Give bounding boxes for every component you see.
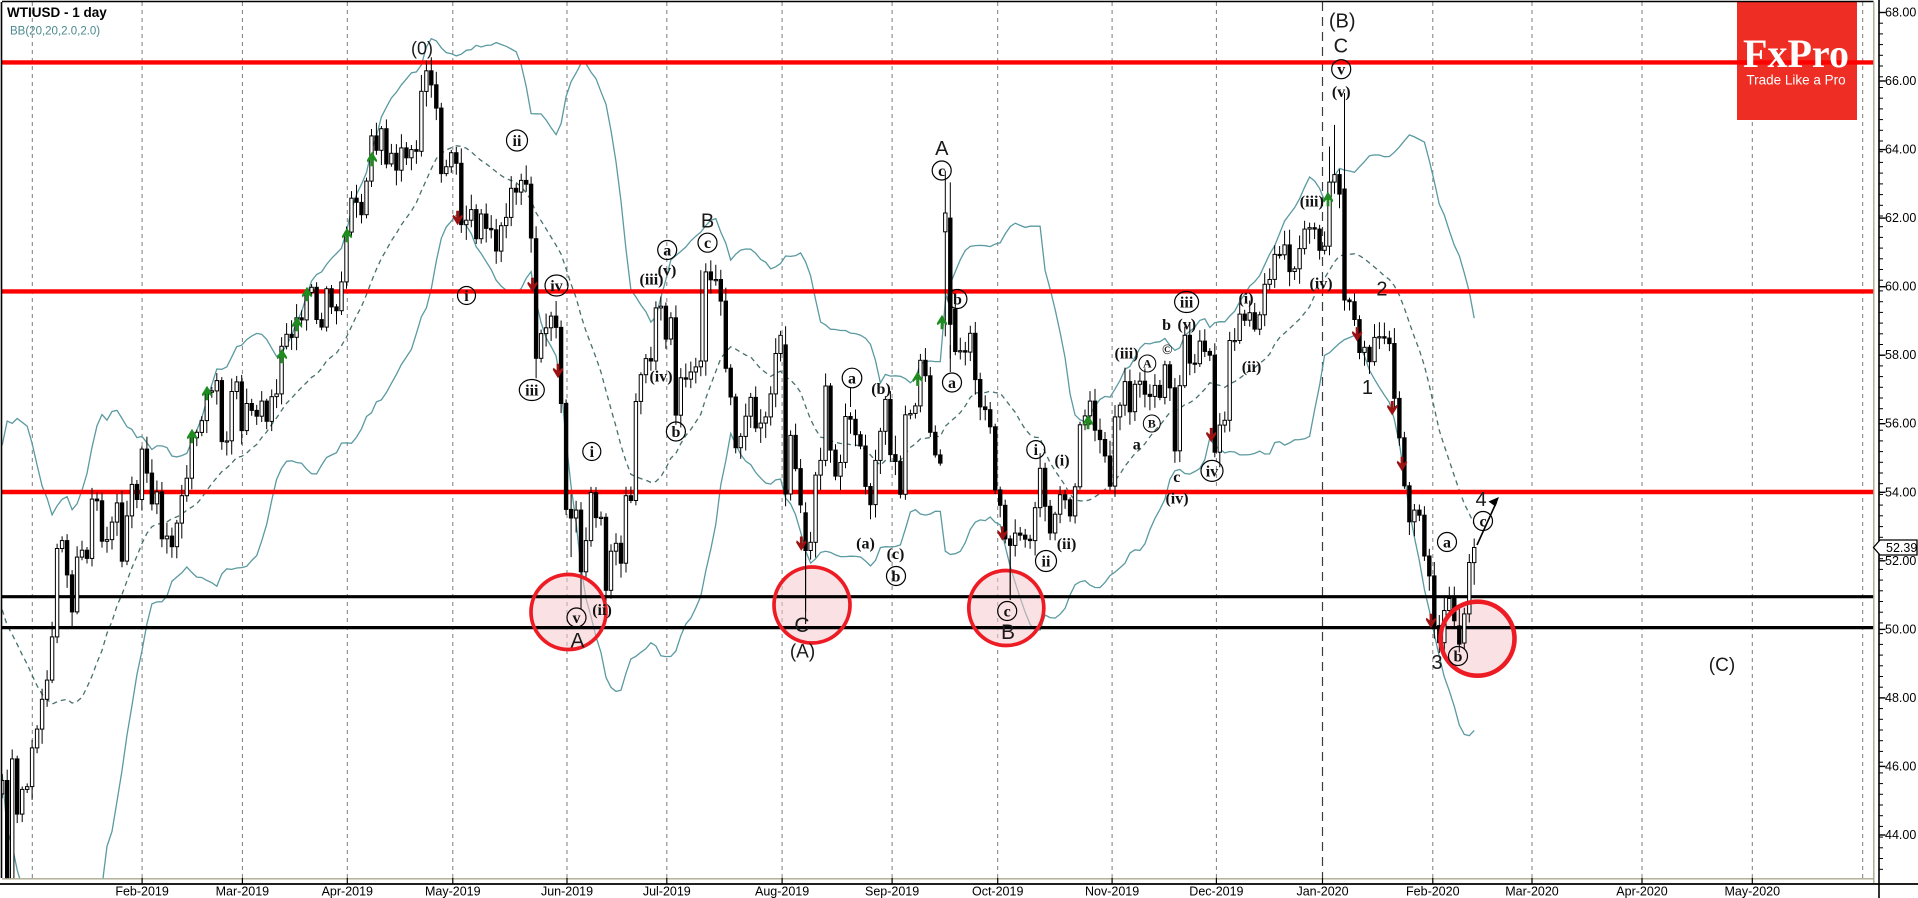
svg-text:(v): (v) (1177, 316, 1196, 333)
svg-text:a: a (663, 242, 671, 259)
svg-text:56.00: 56.00 (1885, 417, 1916, 431)
svg-text:ii: ii (513, 133, 522, 150)
svg-text:A: A (1143, 357, 1152, 371)
svg-text:b: b (1162, 317, 1171, 334)
svg-text:B: B (1001, 621, 1015, 644)
svg-text:May-2019: May-2019 (425, 885, 481, 898)
svg-text:62.00: 62.00 (1885, 211, 1916, 225)
svg-text:Feb-2020: Feb-2020 (1406, 885, 1460, 898)
svg-text:48.00: 48.00 (1885, 691, 1916, 705)
svg-text:(v): (v) (1332, 84, 1351, 101)
svg-text:Apr-2020: Apr-2020 (1616, 885, 1667, 898)
svg-text:Apr-2019: Apr-2019 (322, 885, 373, 898)
svg-text:(iv): (iv) (1310, 275, 1333, 292)
svg-text:Mar-2020: Mar-2020 (1505, 885, 1559, 898)
svg-text:50.00: 50.00 (1885, 622, 1916, 636)
svg-text:iii: iii (1180, 294, 1194, 311)
svg-text:a: a (948, 375, 956, 392)
svg-text:b: b (953, 291, 962, 308)
svg-text:B: B (1148, 417, 1156, 431)
svg-text:3: 3 (1431, 652, 1442, 674)
svg-text:ii: ii (1042, 553, 1051, 570)
svg-text:(v): (v) (658, 262, 677, 279)
svg-text:iv: iv (550, 278, 562, 295)
svg-text:C: C (794, 614, 809, 637)
svg-text:May-2020: May-2020 (1725, 885, 1781, 898)
svg-text:Jul-2019: Jul-2019 (643, 885, 691, 898)
svg-text:iii: iii (525, 382, 539, 399)
svg-text:a: a (1133, 436, 1141, 453)
svg-text:a: a (848, 370, 856, 387)
svg-text:(0): (0) (411, 39, 433, 59)
svg-text:60.00: 60.00 (1885, 280, 1916, 294)
svg-text:44.00: 44.00 (1885, 828, 1916, 842)
svg-text:b: b (1454, 648, 1463, 665)
svg-text:(A): (A) (790, 641, 815, 662)
svg-text:(ii): (ii) (1242, 359, 1262, 376)
svg-text:Aug-2019: Aug-2019 (755, 885, 809, 898)
svg-text:c: c (1479, 513, 1486, 530)
svg-text:Mar-2019: Mar-2019 (216, 885, 270, 898)
svg-text:i: i (464, 288, 469, 305)
svg-text:i: i (590, 444, 595, 461)
svg-text:Nov-2019: Nov-2019 (1085, 885, 1139, 898)
svg-text:iv: iv (1206, 463, 1218, 480)
svg-text:54.00: 54.00 (1885, 485, 1916, 499)
svg-text:(iv): (iv) (1165, 490, 1188, 507)
svg-text:BB(20,20,2.0,2.0): BB(20,20,2.0,2.0) (10, 26, 100, 38)
svg-text:2: 2 (1376, 279, 1387, 301)
svg-text:Trade Like a Pro: Trade Like a Pro (1746, 73, 1845, 88)
svg-text:c: c (704, 235, 711, 252)
svg-text:c: c (1004, 603, 1011, 620)
svg-text:(c): (c) (887, 546, 905, 563)
svg-text:c: c (1173, 469, 1180, 486)
svg-text:Oct-2019: Oct-2019 (972, 885, 1023, 898)
svg-text:Jun-2019: Jun-2019 (541, 885, 593, 898)
svg-text:(iii): (iii) (1115, 345, 1139, 362)
svg-text:66.00: 66.00 (1885, 74, 1916, 88)
svg-text:c: c (938, 163, 945, 180)
svg-text:Jan-2020: Jan-2020 (1296, 885, 1348, 898)
svg-text:v: v (573, 610, 581, 627)
svg-text:(iii): (iii) (1300, 193, 1324, 210)
svg-text:Dec-2019: Dec-2019 (1189, 885, 1243, 898)
svg-text:a: a (1443, 534, 1451, 551)
svg-text:(iv): (iv) (649, 369, 672, 386)
svg-text:i: i (1034, 442, 1039, 459)
svg-text:v: v (1337, 62, 1345, 79)
svg-text:A: A (935, 138, 949, 160)
svg-text:(ii): (ii) (592, 602, 612, 619)
svg-text:b: b (892, 568, 901, 585)
svg-text:(b): (b) (871, 381, 891, 398)
svg-text:64.00: 64.00 (1885, 143, 1916, 157)
svg-text:b: b (671, 424, 680, 441)
svg-text:46.00: 46.00 (1885, 759, 1916, 773)
svg-text:52.39: 52.39 (1886, 541, 1917, 555)
svg-text:(i): (i) (1054, 452, 1069, 469)
svg-text:(a): (a) (856, 535, 875, 552)
svg-text:FxPro: FxPro (1743, 31, 1849, 76)
svg-text:(i): (i) (1238, 290, 1253, 307)
svg-text:©: © (1162, 343, 1173, 358)
svg-text:68.00: 68.00 (1885, 6, 1916, 20)
svg-text:A: A (570, 630, 584, 653)
svg-text:(B): (B) (1329, 10, 1356, 32)
svg-text:WTIUSD - 1 day: WTIUSD - 1 day (7, 5, 107, 20)
svg-text:Sep-2019: Sep-2019 (865, 885, 919, 898)
svg-text:(C): (C) (1709, 655, 1735, 676)
svg-text:4: 4 (1475, 489, 1486, 511)
svg-text:Feb-2019: Feb-2019 (115, 885, 169, 898)
svg-text:52.00: 52.00 (1885, 554, 1916, 568)
svg-text:B: B (701, 211, 714, 233)
svg-text:(ii): (ii) (1057, 536, 1077, 553)
svg-text:C: C (1334, 36, 1348, 58)
svg-text:(iii): (iii) (640, 271, 664, 288)
svg-text:58.00: 58.00 (1885, 348, 1916, 362)
svg-text:1: 1 (1362, 377, 1373, 399)
